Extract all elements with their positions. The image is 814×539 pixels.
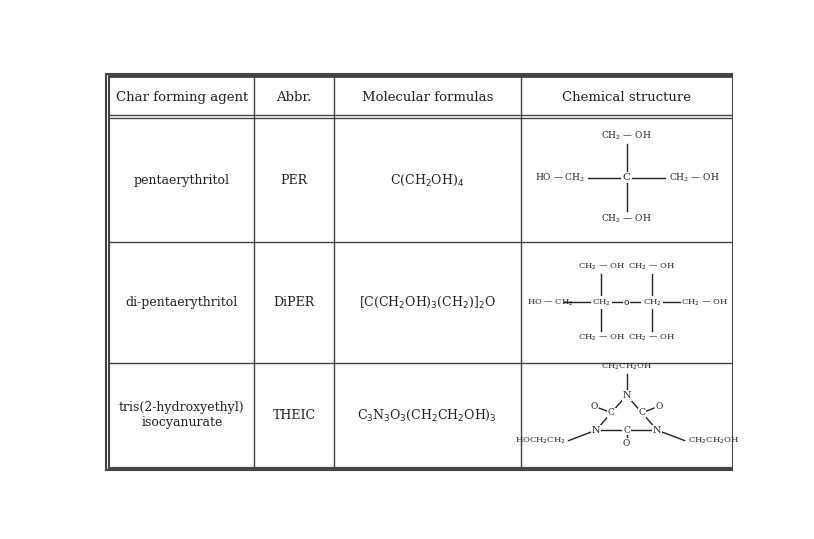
Text: Chemical structure: Chemical structure bbox=[562, 91, 691, 103]
Text: O: O bbox=[655, 402, 663, 411]
Text: di-pentaerythritol: di-pentaerythritol bbox=[125, 296, 238, 309]
Text: o: o bbox=[624, 298, 629, 307]
Text: N: N bbox=[623, 391, 631, 400]
Text: CH$_2$ — OH: CH$_2$ — OH bbox=[628, 333, 676, 343]
Text: [C(CH$_2$OH)$_3$(CH$_2$)]$_2$O: [C(CH$_2$OH)$_3$(CH$_2$)]$_2$O bbox=[359, 295, 496, 310]
Text: HO — CH$_2$: HO — CH$_2$ bbox=[527, 297, 574, 308]
Text: HOCH$_2$CH$_2$: HOCH$_2$CH$_2$ bbox=[514, 436, 566, 446]
Text: CH$_2$CH$_2$OH: CH$_2$CH$_2$OH bbox=[688, 436, 739, 446]
Text: CH$_2$: CH$_2$ bbox=[592, 297, 610, 308]
Text: CH$_2$ — OH: CH$_2$ — OH bbox=[602, 213, 652, 225]
Text: C: C bbox=[608, 408, 615, 417]
Text: CH$_2$ — OH: CH$_2$ — OH bbox=[668, 171, 719, 184]
Text: N: N bbox=[653, 426, 662, 434]
Text: CH$_2$ — OH: CH$_2$ — OH bbox=[628, 262, 676, 272]
Text: C: C bbox=[623, 173, 631, 182]
Text: PER: PER bbox=[281, 174, 308, 186]
Text: O: O bbox=[623, 439, 630, 448]
Text: CH$_2$ — OH: CH$_2$ — OH bbox=[681, 297, 728, 308]
Text: C(CH$_2$OH)$_4$: C(CH$_2$OH)$_4$ bbox=[390, 172, 464, 188]
Text: Char forming agent: Char forming agent bbox=[116, 91, 248, 103]
Text: CH$_2$ — OH: CH$_2$ — OH bbox=[578, 262, 625, 272]
Text: THEIC: THEIC bbox=[273, 409, 316, 422]
Text: Abbr.: Abbr. bbox=[277, 91, 312, 103]
Text: CH$_2$: CH$_2$ bbox=[642, 297, 662, 308]
Text: O: O bbox=[590, 402, 597, 411]
Text: CH$_2$CH$_2$OH: CH$_2$CH$_2$OH bbox=[601, 362, 652, 372]
Text: DiPER: DiPER bbox=[274, 296, 315, 309]
Text: tris(2-hydroxyethyl)
isocyanurate: tris(2-hydroxyethyl) isocyanurate bbox=[119, 402, 245, 430]
Text: CH$_2$ — OH: CH$_2$ — OH bbox=[602, 130, 652, 142]
Text: Molecular formulas: Molecular formulas bbox=[361, 91, 493, 103]
Text: C: C bbox=[638, 408, 646, 417]
Text: CH$_2$ — OH: CH$_2$ — OH bbox=[578, 333, 625, 343]
Text: pentaerythritol: pentaerythritol bbox=[133, 174, 230, 186]
Text: C$_3$N$_3$O$_3$(CH$_2$CH$_2$OH)$_3$: C$_3$N$_3$O$_3$(CH$_2$CH$_2$OH)$_3$ bbox=[357, 408, 497, 423]
Text: HO — CH$_2$: HO — CH$_2$ bbox=[535, 171, 584, 184]
Text: N: N bbox=[592, 426, 601, 434]
Text: C: C bbox=[624, 426, 630, 434]
